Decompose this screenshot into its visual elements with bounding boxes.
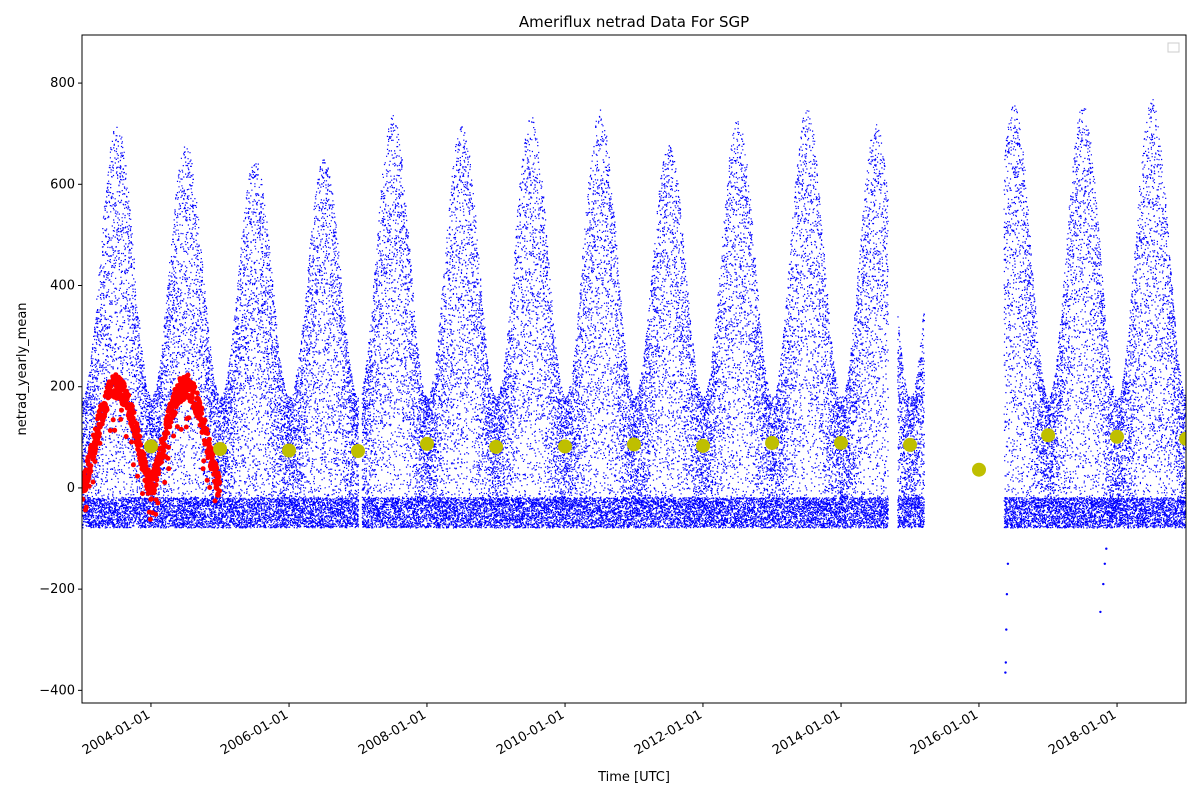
y-tick-label: 0 bbox=[67, 481, 75, 496]
y-tick-label: −400 bbox=[39, 683, 75, 698]
raw-spike-point bbox=[1005, 628, 1007, 630]
yearly-mean-point bbox=[144, 439, 158, 453]
raw-spike-point bbox=[1099, 611, 1101, 613]
raw-spike-point bbox=[1105, 548, 1107, 550]
yearly-mean-point bbox=[696, 439, 710, 453]
yearly-mean-point bbox=[558, 439, 572, 453]
yearly-mean-point bbox=[213, 442, 227, 456]
y-tick-label: −200 bbox=[39, 582, 75, 597]
yearly-mean-point bbox=[351, 444, 365, 458]
y-tick-label: 200 bbox=[50, 380, 75, 395]
x-axis-title: Time [UTC] bbox=[597, 770, 670, 785]
y-tick-label: 400 bbox=[50, 279, 75, 294]
yearly-mean-point bbox=[627, 437, 641, 451]
yearly-mean-point bbox=[282, 444, 296, 458]
yearly-mean-point bbox=[1041, 428, 1055, 442]
y-tick-label: 800 bbox=[50, 76, 75, 91]
y-tick-label: 600 bbox=[50, 177, 75, 192]
raw-spike-point bbox=[1006, 593, 1008, 595]
yearly-mean-point bbox=[420, 437, 434, 451]
raw-spike-point bbox=[1104, 563, 1106, 565]
raw-spike-point bbox=[1102, 583, 1104, 585]
raw-spike-point bbox=[1004, 671, 1006, 673]
yearly-mean-point bbox=[489, 440, 503, 454]
raw-spike-point bbox=[1005, 661, 1007, 663]
yearly-mean-point bbox=[1110, 430, 1124, 444]
yearly-mean-point bbox=[834, 436, 848, 450]
y-axis-title: netrad_yearly_mean bbox=[15, 302, 30, 435]
chart-title: Ameriflux netrad Data For SGP bbox=[519, 13, 749, 31]
legend-box bbox=[1168, 43, 1179, 52]
yearly-mean-point bbox=[765, 436, 779, 450]
raw-spike-point bbox=[1007, 563, 1009, 565]
yearly-mean-point bbox=[903, 438, 917, 452]
yearly-mean-point bbox=[972, 463, 986, 477]
